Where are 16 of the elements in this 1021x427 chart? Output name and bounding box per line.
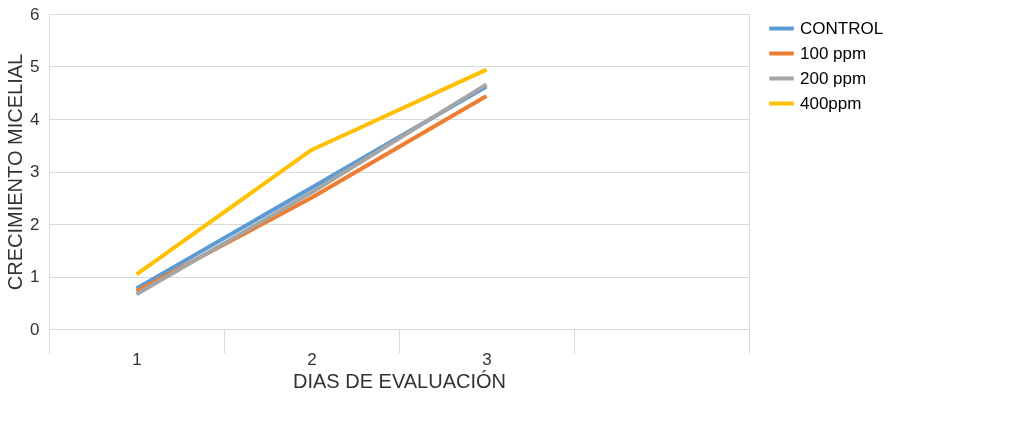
y-tick-label: 0	[30, 319, 40, 339]
x-tick-label: 3	[482, 349, 492, 369]
legend-label: CONTROL	[800, 18, 884, 38]
y-tick-label: 2	[30, 214, 40, 234]
y-axis-title: CRECIMIENTO MICELIAL	[4, 53, 27, 291]
y-tick-label: 1	[30, 267, 40, 286]
y-tick-label: 6	[30, 4, 40, 24]
y-tick-label: 5	[30, 57, 40, 76]
legend-label: 400ppm	[800, 93, 862, 113]
x-tick-label: 1	[132, 349, 142, 369]
y-tick-label: 4	[30, 109, 40, 129]
legend-label: 200 ppm	[800, 68, 867, 88]
legend-label: 100 ppm	[800, 43, 867, 63]
x-axis-title: DIAS DE EVALUACIÓN	[292, 369, 507, 392]
y-tick-label: 3	[30, 162, 40, 181]
x-tick-label: 2	[307, 349, 317, 369]
